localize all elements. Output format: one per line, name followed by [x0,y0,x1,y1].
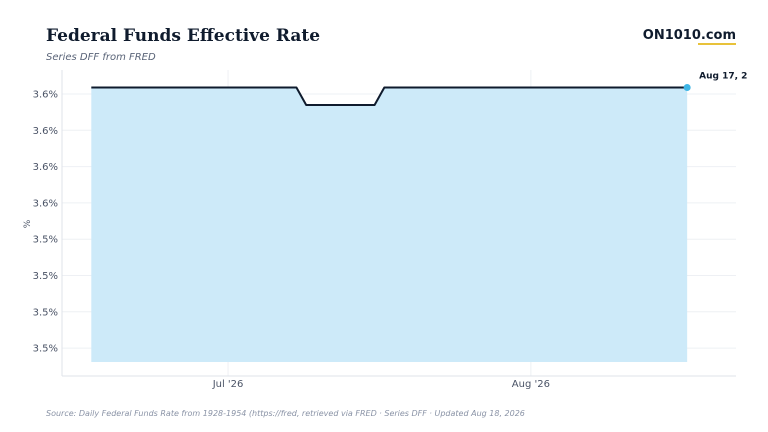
y-tick-label: 3.5% [33,344,58,355]
series-area [91,87,688,363]
y-tick-label: 3.5% [33,307,58,318]
end-point-marker [683,83,691,91]
brand-logo[interactable]: ON1010.com [642,28,736,43]
y-tick-label: 3.6% [33,162,58,173]
y-tick-label: 3.6% [33,126,58,137]
source-note: Source: Daily Federal Funds Rate from 19… [46,409,525,418]
series-marks: Aug 17, 2 [91,71,747,106]
series-line [91,86,688,106]
y-axis-title: % [23,219,33,228]
y-tick-label: 3.6% [33,90,58,101]
axes: 3.6% 3.6% 3.6% 3.6% 3.5% 3.5% 3.5% 3.5% Jul '26 A… [23,70,736,390]
area-layer [91,87,688,363]
x-tick-label: Jul '26 [212,379,244,390]
chart-title: Federal Funds Effective Rate [46,26,321,46]
y-tick-label: 3.6% [33,198,58,209]
y-tick-label: 3.5% [33,271,58,282]
y-tick-label: 3.5% [33,235,58,246]
chart-subtitle: Series DFF from FRED [46,52,156,63]
brand-underline [698,43,736,45]
x-tick-label: Aug '26 [512,379,550,390]
end-point-label: Aug 17, 2 [699,71,747,81]
